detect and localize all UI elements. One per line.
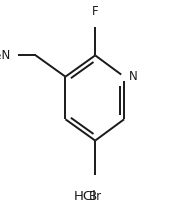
Text: H₂N: H₂N xyxy=(0,49,12,62)
Text: N: N xyxy=(129,70,138,83)
Text: HCl: HCl xyxy=(74,190,96,203)
Text: Br: Br xyxy=(89,190,102,203)
Text: F: F xyxy=(92,5,98,18)
